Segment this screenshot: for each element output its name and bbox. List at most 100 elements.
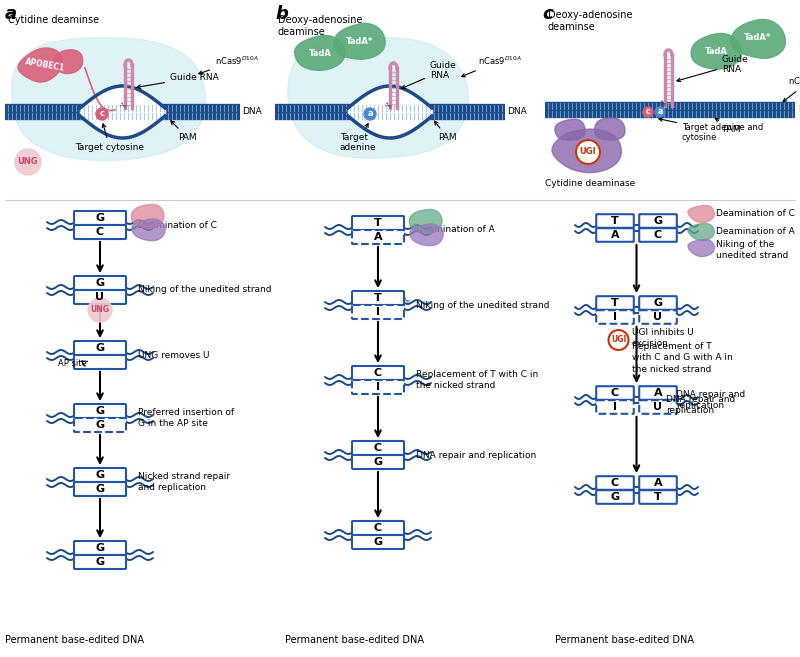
Text: UGI inhibits U
excision: UGI inhibits U excision xyxy=(631,328,694,348)
Polygon shape xyxy=(131,204,164,229)
FancyBboxPatch shape xyxy=(352,366,404,380)
Polygon shape xyxy=(410,210,442,233)
FancyBboxPatch shape xyxy=(74,482,126,496)
FancyBboxPatch shape xyxy=(596,228,634,242)
FancyBboxPatch shape xyxy=(639,490,677,504)
Text: Permanent base-edited DNA: Permanent base-edited DNA xyxy=(555,635,694,645)
Text: U: U xyxy=(654,402,662,412)
Polygon shape xyxy=(691,34,741,69)
Text: G: G xyxy=(95,278,105,288)
Circle shape xyxy=(609,330,629,350)
Text: Deoxy-adenosine
deaminse: Deoxy-adenosine deaminse xyxy=(278,15,362,37)
Text: ✂: ✂ xyxy=(117,100,129,112)
FancyBboxPatch shape xyxy=(74,225,126,239)
Polygon shape xyxy=(132,219,166,240)
Text: G: G xyxy=(654,298,662,308)
Text: c: c xyxy=(646,108,650,116)
Text: C: C xyxy=(374,523,382,533)
Text: a: a xyxy=(658,108,662,116)
FancyBboxPatch shape xyxy=(74,341,126,355)
Text: I: I xyxy=(613,312,617,322)
Text: TadA*: TadA* xyxy=(744,34,772,43)
Text: T: T xyxy=(374,218,382,228)
FancyBboxPatch shape xyxy=(352,305,404,319)
Text: Niking of the unedited strand: Niking of the unedited strand xyxy=(138,286,271,294)
Text: DNA repair and replication: DNA repair and replication xyxy=(416,451,536,459)
FancyBboxPatch shape xyxy=(74,211,126,225)
Text: U: U xyxy=(95,292,105,302)
Text: Niking of the
unedited strand: Niking of the unedited strand xyxy=(716,240,788,260)
Text: G: G xyxy=(374,537,382,547)
Text: C: C xyxy=(611,478,619,488)
Text: UNG: UNG xyxy=(18,158,38,166)
Text: ✂: ✂ xyxy=(382,100,394,112)
Polygon shape xyxy=(731,20,786,58)
Text: DNA: DNA xyxy=(798,106,800,114)
Text: I: I xyxy=(376,382,380,392)
Text: Deamination of A: Deamination of A xyxy=(416,225,494,235)
FancyBboxPatch shape xyxy=(352,535,404,549)
Text: nCas9$^{D10A}$: nCas9$^{D10A}$ xyxy=(199,55,258,74)
FancyBboxPatch shape xyxy=(74,541,126,555)
Text: G: G xyxy=(95,543,105,553)
Text: APOBEC1: APOBEC1 xyxy=(25,57,66,73)
Text: DNA: DNA xyxy=(507,108,526,116)
Text: PAM: PAM xyxy=(715,118,741,134)
Polygon shape xyxy=(294,35,345,70)
Text: Target
adenine: Target adenine xyxy=(340,124,377,152)
FancyBboxPatch shape xyxy=(74,418,126,432)
Text: A: A xyxy=(654,478,662,488)
FancyBboxPatch shape xyxy=(639,386,677,400)
FancyBboxPatch shape xyxy=(596,400,634,414)
Polygon shape xyxy=(688,206,714,223)
FancyBboxPatch shape xyxy=(639,228,677,242)
Text: AP site: AP site xyxy=(58,359,86,367)
FancyBboxPatch shape xyxy=(596,476,634,490)
Text: DNA repair and
replication: DNA repair and replication xyxy=(666,395,736,415)
Text: Niking of the unedited strand: Niking of the unedited strand xyxy=(416,300,550,309)
Polygon shape xyxy=(11,37,205,160)
Polygon shape xyxy=(688,240,714,256)
FancyBboxPatch shape xyxy=(639,214,677,228)
Text: C: C xyxy=(611,388,619,398)
Text: T: T xyxy=(611,298,619,308)
Text: G: G xyxy=(95,484,105,494)
Text: DNA: DNA xyxy=(242,108,262,116)
Text: UNG: UNG xyxy=(90,306,110,315)
Text: Replacement of T
with C and G with A in
the nicked strand: Replacement of T with C and G with A in … xyxy=(631,342,732,374)
FancyBboxPatch shape xyxy=(639,310,677,324)
Text: UGI: UGI xyxy=(580,148,596,156)
Text: T: T xyxy=(374,293,382,303)
Text: TadA: TadA xyxy=(705,47,727,57)
Text: Guide
RNA: Guide RNA xyxy=(402,60,457,89)
FancyBboxPatch shape xyxy=(596,386,634,400)
Text: C: C xyxy=(96,227,104,237)
Text: a: a xyxy=(5,5,17,23)
Circle shape xyxy=(364,108,376,120)
Text: G: G xyxy=(374,457,382,467)
Text: G: G xyxy=(95,420,105,430)
Circle shape xyxy=(643,107,653,117)
FancyBboxPatch shape xyxy=(74,276,126,290)
Circle shape xyxy=(15,149,41,175)
FancyBboxPatch shape xyxy=(639,400,677,414)
Text: c: c xyxy=(99,110,105,118)
Text: A: A xyxy=(610,230,619,240)
FancyBboxPatch shape xyxy=(74,555,126,569)
Text: DNA repair and
replication: DNA repair and replication xyxy=(677,390,746,411)
Text: ✂: ✂ xyxy=(657,98,669,110)
Text: UGI: UGI xyxy=(611,336,626,344)
Circle shape xyxy=(576,140,600,164)
FancyBboxPatch shape xyxy=(352,455,404,469)
Circle shape xyxy=(88,298,112,322)
FancyBboxPatch shape xyxy=(352,291,404,305)
Text: Permanent base-edited DNA: Permanent base-edited DNA xyxy=(5,635,144,645)
FancyBboxPatch shape xyxy=(352,216,404,230)
FancyBboxPatch shape xyxy=(596,310,634,324)
FancyBboxPatch shape xyxy=(74,468,126,482)
Text: C: C xyxy=(374,368,382,378)
Polygon shape xyxy=(410,224,443,246)
Polygon shape xyxy=(18,48,62,82)
Text: Deoxy-adenosine
deaminse: Deoxy-adenosine deaminse xyxy=(548,10,633,32)
Text: G: G xyxy=(654,216,662,226)
